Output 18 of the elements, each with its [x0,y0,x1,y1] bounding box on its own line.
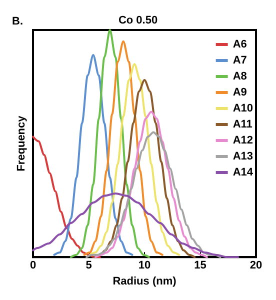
legend-label: A12 [232,134,254,146]
text: B. [12,16,23,28]
legend-label: A8 [232,70,247,82]
legend-label: A7 [232,54,247,66]
legend-label: A9 [232,86,247,98]
x-axis-title: Radius (nm) [112,276,177,288]
y-axis-title: Frequency [16,114,28,172]
x-tick-label: 15 [194,260,206,272]
legend-label: A13 [232,150,254,162]
x-tick-label: 0 [30,260,36,272]
legend-label: A11 [232,118,252,130]
x-tick-label: 5 [86,260,92,272]
chart-title: Co 0.50 [118,14,158,26]
x-tick-label: 20 [250,260,262,272]
legend-label: A10 [232,102,254,114]
legend-label: A6 [232,38,247,50]
x-tick-label: 10 [138,260,151,272]
legend-label: A14 [232,166,254,178]
